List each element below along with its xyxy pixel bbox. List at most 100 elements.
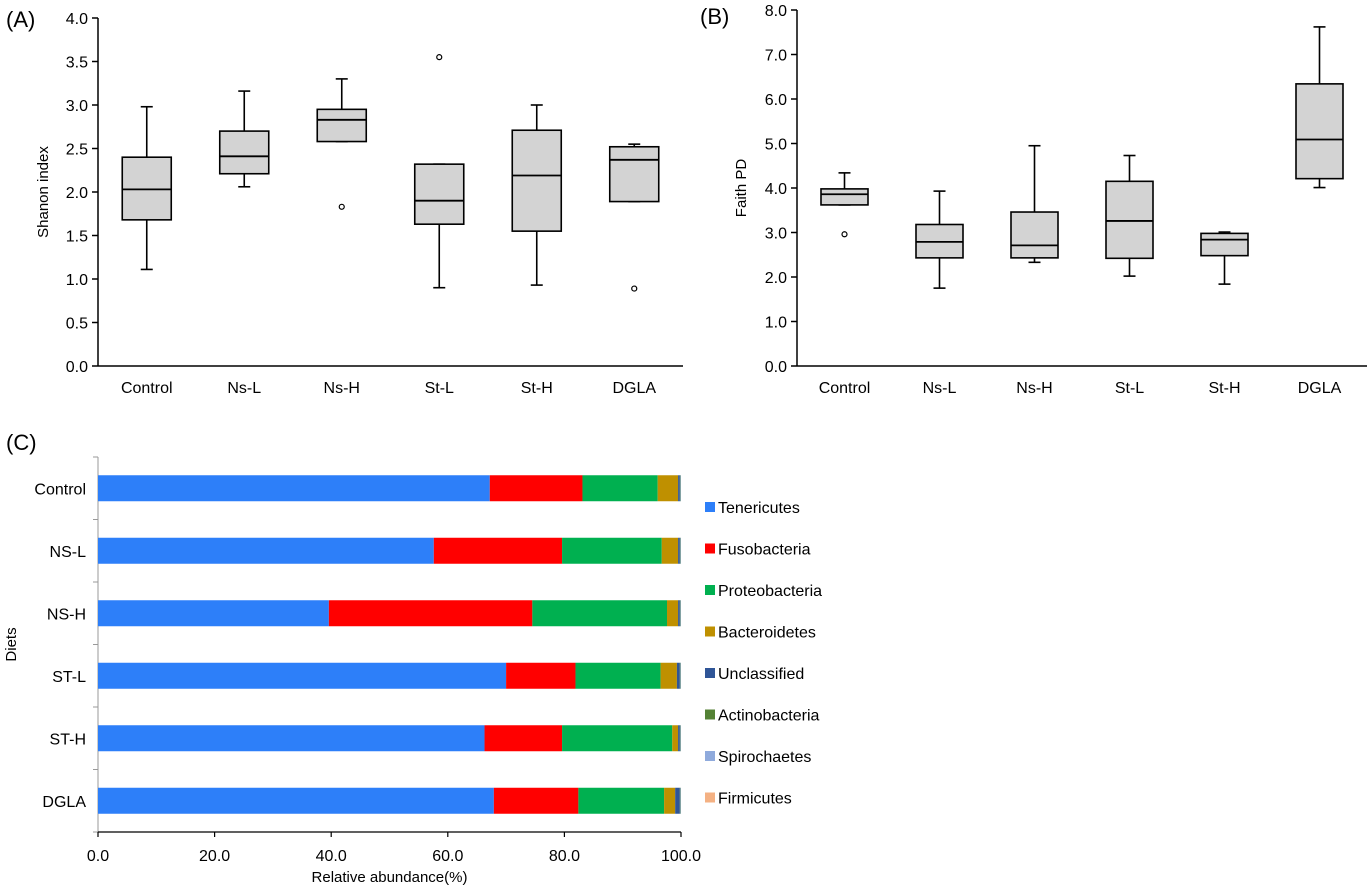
legend: Tenericutes Fusobacteria Proteobacteria Bac… xyxy=(705,500,822,808)
bar-segment-spirochaetes xyxy=(680,662,681,689)
y-tick-label: 7.0 xyxy=(765,48,787,65)
box-st-h xyxy=(1200,231,1249,285)
interquartile-box xyxy=(608,145,660,203)
bar-segment-tenericutes xyxy=(98,787,494,814)
bar-segment-unclassified xyxy=(678,725,680,752)
bar-segment-fusobacteria xyxy=(328,600,533,627)
interquartile-box xyxy=(820,188,869,206)
legend-label: Proteobacteria xyxy=(718,583,822,600)
y-tick-label: 6.0 xyxy=(765,92,787,109)
y-axis-title: Diets xyxy=(3,627,20,661)
outlier-point xyxy=(338,203,345,210)
bar-segment-tenericutes xyxy=(98,725,485,752)
box-dgla xyxy=(1295,26,1344,189)
bar-segment-tenericutes xyxy=(98,662,507,689)
bar-segment-fusobacteria xyxy=(484,725,563,752)
x-tick-label: 80.0 xyxy=(549,848,580,865)
legend-swatch xyxy=(705,668,715,678)
bar-segment-actinobacteria xyxy=(679,787,681,814)
bar-segment-proteobacteria xyxy=(575,662,661,689)
legend-swatch xyxy=(705,626,715,637)
bar-segment-fusobacteria xyxy=(433,537,563,564)
x-tick-label: 60.0 xyxy=(432,848,463,865)
legend-swatch xyxy=(705,502,715,512)
y-category-label: ST-L xyxy=(52,669,86,686)
y-axis-title: Shanon index xyxy=(35,146,52,238)
bar-segment-actinobacteria xyxy=(679,725,681,752)
legend-label: Spirochaetes xyxy=(718,749,811,766)
bar-segment-unclassified xyxy=(678,537,680,564)
bar-segment-bacteroidetes xyxy=(672,725,679,752)
y-tick-label: 4.0 xyxy=(66,11,88,28)
legend-swatch xyxy=(705,709,715,720)
panel-a-shannon-boxplot: (A) 0.0 0.5 1.0 1.5 2.0 2.5 3.0 3.5 4.0 Shanon ind… xyxy=(6,7,683,397)
legend-label: Actinobacteria xyxy=(718,708,819,725)
interquartile-box xyxy=(413,163,465,225)
x-tick-label: 40.0 xyxy=(316,848,347,865)
bar-segment-proteobacteria xyxy=(582,475,658,502)
x-category-label: Ns-L xyxy=(923,380,957,397)
box-st-l xyxy=(413,54,465,289)
bar-segment-actinobacteria xyxy=(679,662,681,689)
bar-segment-spirochaetes xyxy=(680,600,681,627)
y-tick-label: 1.5 xyxy=(66,229,88,246)
y-tick-label: 4.0 xyxy=(765,181,787,198)
legend-label: Tenericutes xyxy=(718,500,800,517)
y-axis-title: Faith PD xyxy=(733,159,750,218)
legend-swatch xyxy=(705,751,715,761)
bar-segment-bacteroidetes xyxy=(664,787,676,814)
y-category-label: NS-H xyxy=(47,606,86,623)
bar-segment-tenericutes xyxy=(98,600,329,627)
box-ns-h xyxy=(1010,144,1059,264)
box-dgla xyxy=(608,143,660,292)
bar-row-st-l xyxy=(98,662,681,689)
outlier-point xyxy=(631,285,638,292)
bar-segment-bacteroidetes xyxy=(667,600,679,627)
x-category-label: St-L xyxy=(425,380,454,397)
bar-segment-unclassified xyxy=(678,475,680,502)
y-tick-label: 1.0 xyxy=(765,315,787,332)
x-axis-title: Relative abundance(%) xyxy=(312,869,468,886)
x-category-label: DGLA xyxy=(612,380,656,397)
y-tick-label: 2.0 xyxy=(66,185,88,202)
interquartile-box xyxy=(511,129,563,232)
bar-segment-fusobacteria xyxy=(493,787,579,814)
bar-row-control xyxy=(98,475,681,502)
legend-swatch xyxy=(705,585,715,595)
interquartile-box xyxy=(316,108,368,143)
panel-label: (C) xyxy=(6,430,37,455)
box-st-l xyxy=(1105,154,1154,277)
legend-label: Fusobacteria xyxy=(718,542,811,559)
x-tick-label: 20.0 xyxy=(199,848,230,865)
bar-segment-unclassified xyxy=(676,662,680,689)
bar-segment-proteobacteria xyxy=(532,600,668,627)
bar-segment-actinobacteria xyxy=(679,475,681,502)
x-category-label: DGLA xyxy=(1298,380,1342,397)
bar-segment-unclassified xyxy=(675,787,680,814)
bar-segment-bacteroidetes xyxy=(660,662,677,689)
y-category-label: NS-L xyxy=(50,544,87,561)
y-tick-label: 0.5 xyxy=(66,316,88,333)
y-category-label: Control xyxy=(34,481,86,498)
bar-segment-fusobacteria xyxy=(489,475,583,502)
interquartile-box xyxy=(218,130,270,175)
y-tick-label: 2.0 xyxy=(765,270,787,287)
y-tick-label: 8.0 xyxy=(765,3,787,20)
legend-label: Firmicutes xyxy=(718,791,792,808)
y-tick-label: 3.0 xyxy=(66,98,88,115)
legend-label: Unclassified xyxy=(718,666,804,683)
box-ns-l xyxy=(218,90,270,188)
y-tick-label: 1.0 xyxy=(66,272,88,289)
box-ns-h xyxy=(316,78,368,210)
y-tick-label: 0.0 xyxy=(66,359,88,376)
bar-segment-spirochaetes xyxy=(680,725,681,752)
y-category-label: DGLA xyxy=(42,794,86,811)
interquartile-box xyxy=(1200,232,1249,257)
panel-b-faith-pd-boxplot: (B) 0.0 1.0 2.0 3.0 4.0 5.0 6.0 7.0 8.0 Faith PD Co… xyxy=(700,3,1367,397)
y-category-label: ST-H xyxy=(50,731,86,748)
interquartile-box xyxy=(1295,83,1344,180)
bar-segment-proteobacteria xyxy=(562,725,673,752)
x-category-label: Ns-H xyxy=(1016,380,1052,397)
y-tick-label: 5.0 xyxy=(765,137,787,154)
